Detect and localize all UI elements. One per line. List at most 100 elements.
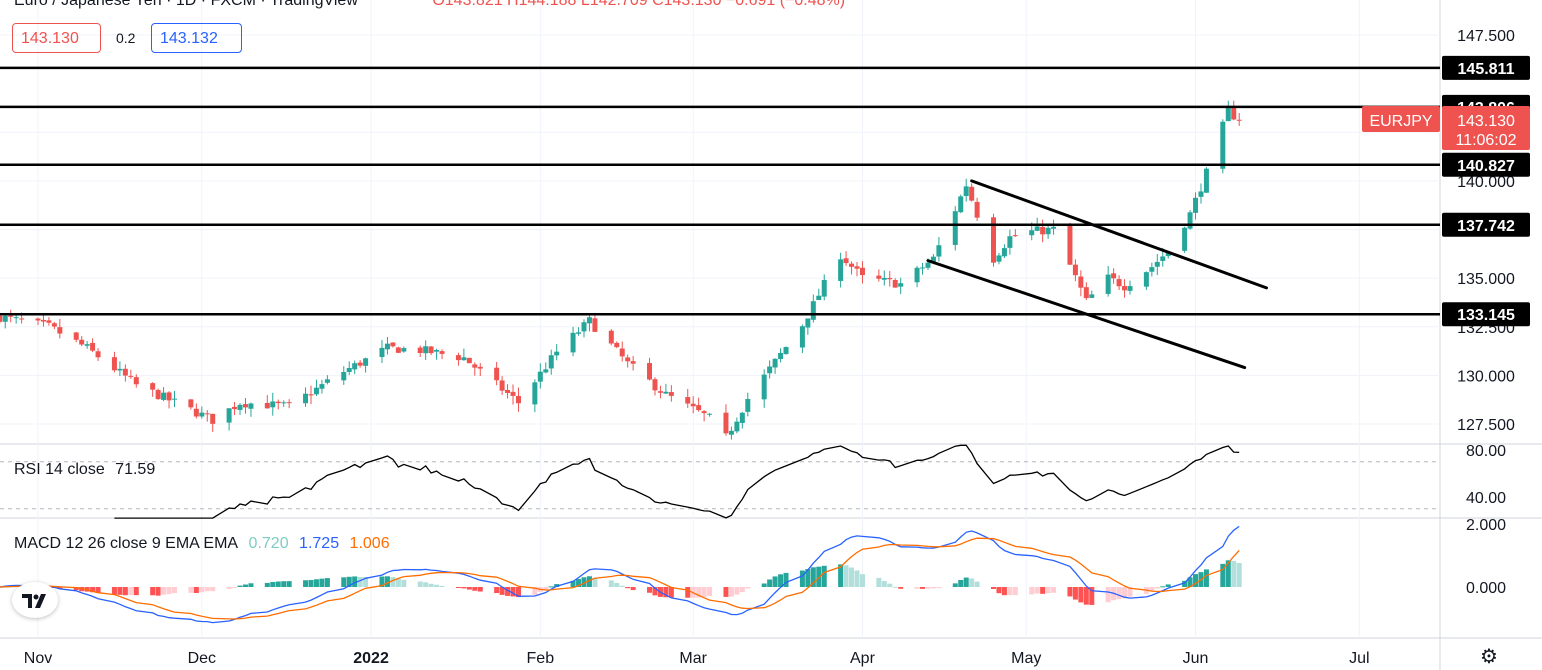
candle-body xyxy=(537,371,543,382)
macd-hist-bar xyxy=(73,587,79,591)
macd-hist-bar xyxy=(395,578,401,587)
time-tick-label: Mar xyxy=(679,650,707,667)
macd-hist-bar xyxy=(914,587,920,589)
candle-body xyxy=(532,382,538,405)
candle-body xyxy=(1231,107,1237,120)
macd-hist-bar xyxy=(685,587,691,598)
time-tick-label: Dec xyxy=(188,650,216,667)
candle-body xyxy=(657,391,663,393)
candle-body xyxy=(963,186,969,197)
macd-hist-bar xyxy=(1105,587,1111,603)
candle-body xyxy=(1225,107,1231,122)
candle-body xyxy=(379,347,385,358)
candle-body xyxy=(188,399,194,408)
macd-legend[interactable]: MACD 12 26 close 9 EMA EMA 0.720 1.725 1… xyxy=(14,535,396,553)
macd-hist-bar xyxy=(581,577,587,587)
macd-hist-bar xyxy=(188,587,194,593)
candle-body xyxy=(237,404,243,410)
macd-hist-bar xyxy=(532,587,538,595)
sell-button[interactable]: 143.130 xyxy=(12,23,101,53)
trendline-channel-lower xyxy=(926,259,1247,370)
macd-hist-bar xyxy=(226,587,232,590)
candle-body xyxy=(586,317,592,324)
candle-body xyxy=(1045,227,1051,235)
macd-hist-bar xyxy=(876,577,882,587)
candle-body xyxy=(352,363,358,370)
candle-body xyxy=(35,318,41,321)
candle-body xyxy=(734,421,740,432)
macd-hist-bar xyxy=(701,587,707,597)
candle-body xyxy=(936,245,942,257)
candle-body xyxy=(40,319,46,322)
candle-body xyxy=(1034,226,1040,231)
macd-hist-bar xyxy=(379,576,385,587)
macd-hist-bar xyxy=(499,587,505,595)
last-price-label: 143.130 xyxy=(1457,113,1515,130)
candle-body xyxy=(1165,251,1171,257)
macd-hist-bar xyxy=(264,582,270,587)
level-tag-label: 133.145 xyxy=(1457,307,1515,324)
candles xyxy=(0,100,1242,440)
macd-hist-bar xyxy=(1001,587,1007,596)
macd-hist-bar xyxy=(313,579,319,587)
macd-hist-bar xyxy=(859,574,865,587)
macd-hist-bar xyxy=(1040,587,1046,594)
macd-hist-bar xyxy=(161,587,167,595)
time-tick-label: Feb xyxy=(527,650,555,667)
macd-hist-bar xyxy=(739,587,745,593)
candle-body xyxy=(1182,227,1188,251)
candle-body xyxy=(122,368,128,376)
macd-hist-bar xyxy=(95,587,101,594)
candle-body xyxy=(73,332,79,340)
support-resistance-levels[interactable] xyxy=(0,66,1440,316)
candle-body xyxy=(232,406,238,410)
candle-body xyxy=(13,317,19,319)
gear-icon[interactable]: ⚙ xyxy=(1480,646,1498,668)
macd-hist-bar xyxy=(434,584,440,587)
candle-body xyxy=(1051,226,1057,229)
candle-body xyxy=(783,347,789,355)
candle-body xyxy=(133,377,139,385)
candle-body xyxy=(608,330,614,344)
time-axis[interactable]: Nov Dec 2022 Feb Mar Apr May Jun Jul xyxy=(24,650,1370,667)
rsi-legend[interactable]: RSI 14 close 71.59 xyxy=(14,461,161,479)
macd-tick-label: 2.000 xyxy=(1466,517,1506,534)
macd-hist-bar xyxy=(996,587,1002,594)
candle-body xyxy=(51,323,57,327)
candle-body xyxy=(1154,261,1160,267)
candle-body xyxy=(619,348,625,357)
macd-hist-bar xyxy=(734,587,740,595)
tradingview-logo[interactable] xyxy=(12,582,58,618)
candle-body xyxy=(614,342,620,348)
candle-body xyxy=(204,413,210,415)
candle-body xyxy=(390,342,396,347)
candle-body xyxy=(79,339,85,345)
candle-body xyxy=(210,413,216,424)
level-tag xyxy=(1442,302,1530,327)
macd-hist-bar xyxy=(1231,560,1237,587)
macd-hist-bar xyxy=(783,572,789,587)
candle-body xyxy=(1143,272,1149,287)
candle-body xyxy=(1083,287,1089,299)
trendlines[interactable] xyxy=(926,179,1268,370)
buy-button[interactable]: 143.132 xyxy=(151,23,242,53)
candle-body xyxy=(1040,226,1046,235)
candle-body xyxy=(281,402,287,404)
candle-body xyxy=(472,364,478,368)
candle-body xyxy=(707,413,713,415)
candle-body xyxy=(739,412,745,423)
candle-body xyxy=(477,366,483,369)
candle-body xyxy=(1072,264,1078,276)
macd-hist-bar xyxy=(477,587,483,592)
candle-body xyxy=(499,380,505,391)
candle-body xyxy=(1203,168,1209,193)
macd-hist-bar xyxy=(510,587,516,597)
candle-body xyxy=(439,351,445,354)
macd-hist-bar xyxy=(275,581,281,587)
candle-body xyxy=(1078,276,1084,288)
macd-hist-bar xyxy=(1067,587,1073,597)
candle-body xyxy=(1127,286,1133,291)
candle-body xyxy=(346,367,352,372)
candle-body xyxy=(1116,279,1122,287)
